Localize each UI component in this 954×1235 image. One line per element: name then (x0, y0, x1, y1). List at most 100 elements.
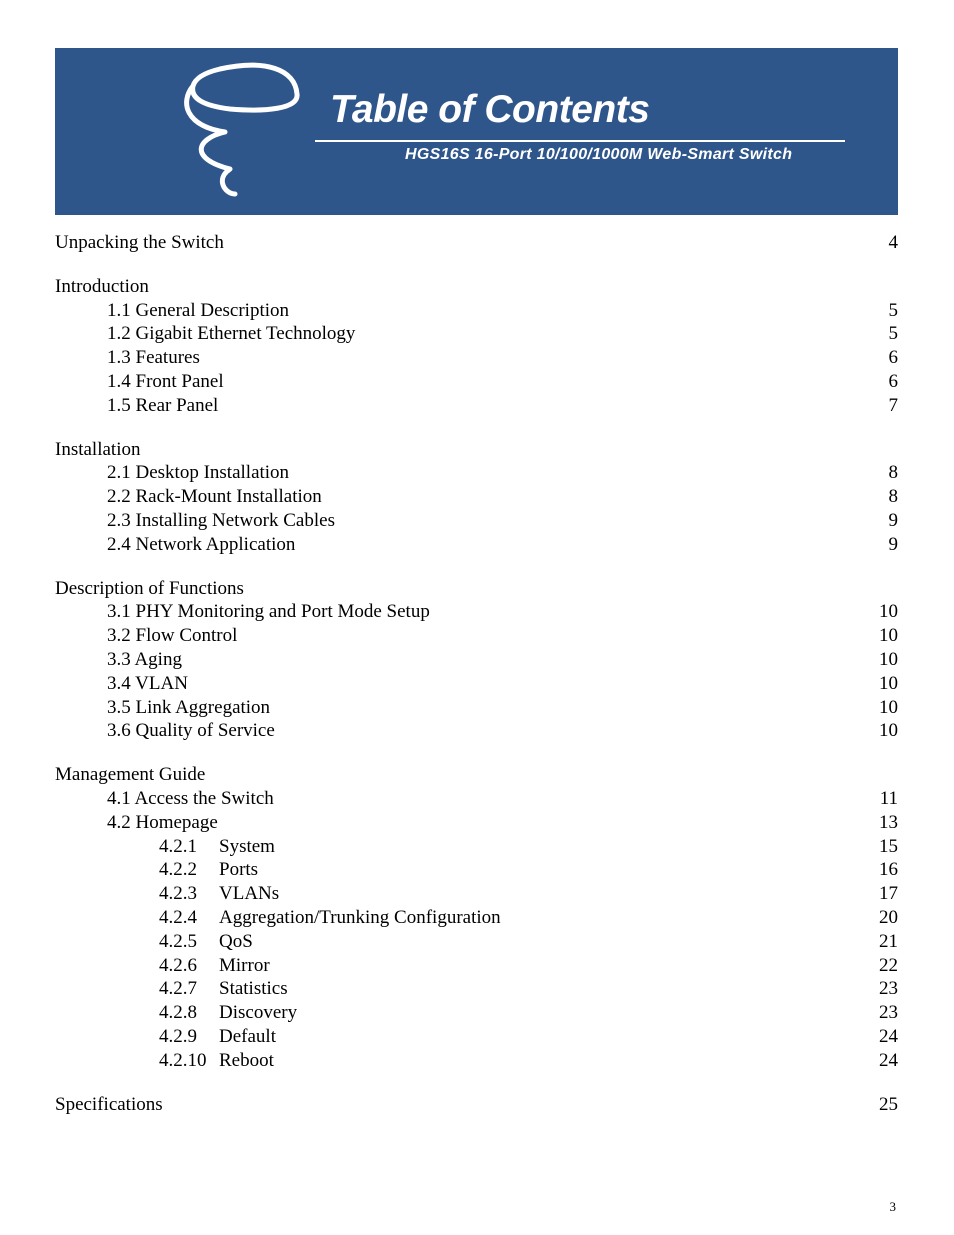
toc-item-page: 10 (868, 697, 898, 720)
toc-subitem-label: 4.2.2Ports (55, 859, 868, 882)
toc-subitem-label: 4.2.3VLANs (55, 883, 868, 906)
toc-subitem-num: 4.2.10 (159, 1050, 219, 1073)
toc-heading-page: 4 (868, 232, 898, 255)
toc-heading-page (868, 439, 898, 462)
banner-title: Table of Contents (330, 88, 649, 132)
toc-subitem-page: 21 (868, 931, 898, 954)
toc-item-page: 13 (868, 812, 898, 835)
toc-item: 3.6 Quality of Service10 (55, 720, 898, 743)
toc-subitem: 4.2.3VLANs17 (55, 883, 898, 906)
toc-item-label: 2.2 Rack-Mount Installation (55, 486, 868, 509)
banner-subtitle: HGS16S 16-Port 10/100/1000M Web-Smart Sw… (405, 146, 792, 164)
toc-item-page: 10 (868, 625, 898, 648)
toc-item-label: 4.2 Homepage (55, 812, 868, 835)
toc-subitem-label: 4.2.7Statistics (55, 978, 868, 1001)
toc-heading-page (868, 764, 898, 787)
toc-subitem-page: 15 (868, 836, 898, 859)
toc-subitem: 4.2.9Default24 (55, 1026, 898, 1049)
toc-item-page: 5 (868, 323, 898, 346)
toc-heading-page (868, 276, 898, 299)
toc-item-label: 3.4 VLAN (55, 673, 868, 696)
toc-item: 4.1 Access the Switch11 (55, 788, 898, 811)
header-banner: Table of Contents HGS16S 16-Port 10/100/… (55, 48, 898, 215)
toc-subitem-label: 4.2.5QoS (55, 931, 868, 954)
toc-item-page: 5 (868, 300, 898, 323)
toc-subitem-num: 4.2.8 (159, 1002, 219, 1025)
logo-icon (175, 54, 305, 199)
toc-item: 3.2 Flow Control10 (55, 625, 898, 648)
toc-subitem: 4.2.5QoS21 (55, 931, 898, 954)
toc-subitem-label: 4.2.1System (55, 836, 868, 859)
toc-subitem-label: 4.2.10Reboot (55, 1050, 868, 1073)
toc-item-page: 10 (868, 720, 898, 743)
toc-subitem-num: 4.2.6 (159, 955, 219, 978)
toc-subitem-page: 17 (868, 883, 898, 906)
toc-item: 3.3 Aging10 (55, 649, 898, 672)
toc-subitem-num: 4.2.2 (159, 859, 219, 882)
toc-item-label: 2.4 Network Application (55, 534, 868, 557)
toc-item-page: 10 (868, 673, 898, 696)
toc-heading-label: Introduction (55, 276, 868, 299)
toc-item-page: 9 (868, 534, 898, 557)
toc-item-label: 1.4 Front Panel (55, 371, 868, 394)
toc-item-label: 3.2 Flow Control (55, 625, 868, 648)
toc-subitem: 4.2.7Statistics23 (55, 978, 898, 1001)
toc-subitem-page: 23 (868, 1002, 898, 1025)
toc-subitem-num: 4.2.4 (159, 907, 219, 930)
toc-subitem-num: 4.2.9 (159, 1026, 219, 1049)
toc-heading-label: Installation (55, 439, 868, 462)
toc-subitem-page: 16 (868, 859, 898, 882)
toc-item-label: 1.5 Rear Panel (55, 395, 868, 418)
toc-item: 2.3 Installing Network Cables9 (55, 510, 898, 533)
toc-heading-label: Unpacking the Switch (55, 232, 868, 255)
toc-item-page: 7 (868, 395, 898, 418)
toc-subitem: 4.2.6Mirror22 (55, 955, 898, 978)
toc-subitem-num: 4.2.7 (159, 978, 219, 1001)
toc-item-label: 1.2 Gigabit Ethernet Technology (55, 323, 868, 346)
banner-divider (315, 140, 845, 142)
toc-subitem-num: 4.2.5 (159, 931, 219, 954)
toc-subitem-num: 4.2.3 (159, 883, 219, 906)
toc-item-label: 3.1 PHY Monitoring and Port Mode Setup (55, 601, 868, 624)
toc-item: 1.2 Gigabit Ethernet Technology5 (55, 323, 898, 346)
toc-item-label: 1.1 General Description (55, 300, 868, 323)
toc-item-label: 2.1 Desktop Installation (55, 462, 868, 485)
toc-subitem-label: 4.2.4Aggregation/Trunking Configuration (55, 907, 868, 930)
toc-item: 3.4 VLAN10 (55, 673, 898, 696)
toc-item-page: 6 (868, 347, 898, 370)
toc-item-page: 8 (868, 462, 898, 485)
toc-content: Unpacking the Switch4Introduction1.1 Gen… (55, 232, 898, 1117)
toc-subitem: 4.2.4Aggregation/Trunking Configuration2… (55, 907, 898, 930)
toc-section-heading: Installation (55, 439, 898, 462)
page-number: 3 (890, 1199, 897, 1215)
toc-item-label: 3.6 Quality of Service (55, 720, 868, 743)
toc-subitem-label: 4.2.6Mirror (55, 955, 868, 978)
toc-subitem: 4.2.2Ports16 (55, 859, 898, 882)
toc-section-heading: Specifications25 (55, 1094, 898, 1117)
toc-item-page: 11 (868, 788, 898, 811)
toc-item: 1.5 Rear Panel7 (55, 395, 898, 418)
toc-item-page: 6 (868, 371, 898, 394)
toc-item-page: 10 (868, 649, 898, 672)
toc-section-heading: Introduction (55, 276, 898, 299)
toc-section-heading: Description of Functions (55, 578, 898, 601)
toc-item-label: 4.1 Access the Switch (55, 788, 868, 811)
toc-subitem-label: 4.2.9Default (55, 1026, 868, 1049)
toc-subitem: 4.2.1System15 (55, 836, 898, 859)
toc-heading-label: Description of Functions (55, 578, 868, 601)
toc-item: 2.1 Desktop Installation8 (55, 462, 898, 485)
toc-subitem: 4.2.10Reboot24 (55, 1050, 898, 1073)
toc-item-page: 8 (868, 486, 898, 509)
toc-section-heading: Unpacking the Switch4 (55, 232, 898, 255)
toc-section-heading: Management Guide (55, 764, 898, 787)
toc-subitem-page: 24 (868, 1050, 898, 1073)
toc-subitem-label: 4.2.8Discovery (55, 1002, 868, 1025)
toc-item: 1.3 Features6 (55, 347, 898, 370)
toc-subitem-page: 24 (868, 1026, 898, 1049)
toc-item: 4.2 Homepage13 (55, 812, 898, 835)
toc-item-label: 2.3 Installing Network Cables (55, 510, 868, 533)
toc-item-label: 1.3 Features (55, 347, 868, 370)
toc-item: 1.1 General Description5 (55, 300, 898, 323)
toc-subitem-page: 23 (868, 978, 898, 1001)
toc-item: 3.5 Link Aggregation10 (55, 697, 898, 720)
